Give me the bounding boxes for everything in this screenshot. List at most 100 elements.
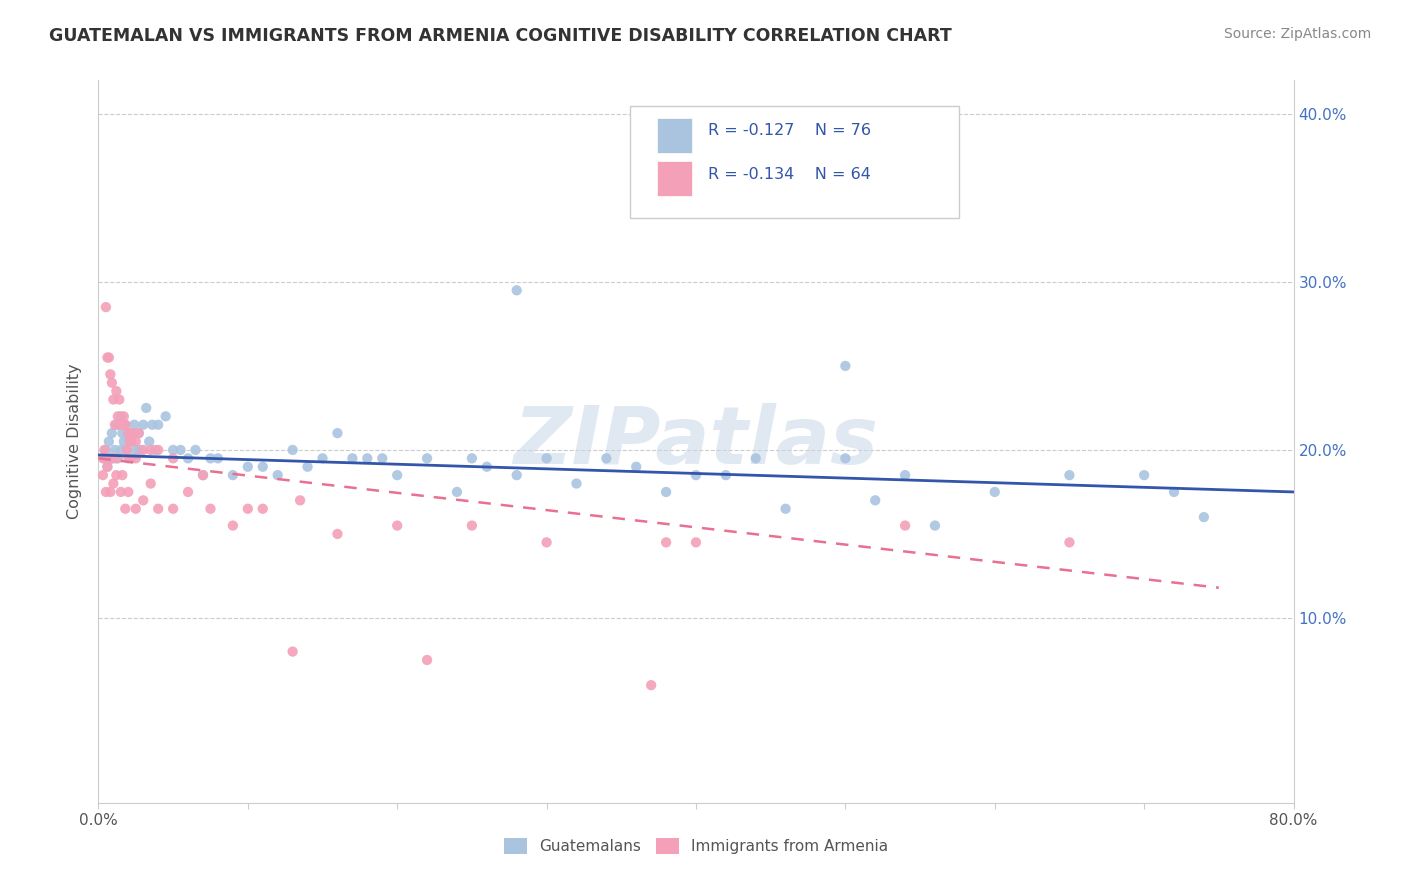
- Point: [536, 535, 558, 549]
- Point: [506, 283, 529, 297]
- Point: [191, 468, 214, 483]
- Point: [775, 501, 797, 516]
- Point: [93, 451, 115, 466]
- Point: [124, 417, 146, 432]
- Point: [326, 426, 349, 441]
- Point: [98, 451, 122, 466]
- Point: [461, 518, 484, 533]
- Point: [207, 451, 229, 466]
- Point: [132, 442, 155, 457]
- Point: [924, 518, 946, 533]
- Point: [162, 501, 184, 516]
- Point: [125, 501, 148, 516]
- Point: [342, 451, 364, 466]
- Point: [984, 485, 1007, 500]
- Point: [108, 392, 131, 407]
- Point: [281, 442, 304, 457]
- Point: [371, 451, 394, 466]
- Point: [114, 417, 136, 432]
- Point: [252, 501, 274, 516]
- Point: [162, 442, 184, 457]
- Point: [595, 451, 617, 466]
- Point: [104, 442, 127, 457]
- Point: [236, 459, 259, 474]
- Point: [117, 451, 139, 466]
- Point: [118, 434, 141, 449]
- Point: [177, 451, 200, 466]
- Point: [118, 434, 141, 449]
- Point: [96, 351, 118, 365]
- Point: [200, 451, 222, 466]
- Point: [101, 451, 124, 466]
- Point: [117, 485, 139, 500]
- FancyBboxPatch shape: [657, 118, 692, 153]
- Point: [1059, 468, 1081, 483]
- Point: [834, 451, 856, 466]
- Point: [685, 468, 707, 483]
- Point: [94, 442, 117, 457]
- Point: [475, 459, 498, 474]
- Point: [267, 468, 290, 483]
- Point: [148, 417, 170, 432]
- Point: [138, 434, 160, 449]
- Point: [191, 468, 214, 483]
- Text: GUATEMALAN VS IMMIGRANTS FROM ARMENIA COGNITIVE DISABILITY CORRELATION CHART: GUATEMALAN VS IMMIGRANTS FROM ARMENIA CO…: [49, 27, 952, 45]
- Point: [132, 417, 155, 432]
- Point: [385, 468, 409, 483]
- Point: [93, 442, 115, 457]
- Point: [141, 417, 163, 432]
- Point: [111, 417, 134, 432]
- Point: [135, 401, 157, 415]
- Point: [114, 417, 136, 432]
- Point: [626, 459, 648, 474]
- Point: [177, 485, 200, 500]
- Point: [655, 535, 678, 549]
- Point: [115, 442, 138, 457]
- Point: [640, 678, 662, 692]
- Point: [148, 501, 170, 516]
- Point: [107, 451, 129, 466]
- Point: [111, 426, 134, 441]
- Point: [105, 384, 128, 398]
- Point: [104, 417, 127, 432]
- Point: [385, 518, 409, 533]
- Point: [655, 485, 678, 500]
- FancyBboxPatch shape: [630, 105, 959, 218]
- Point: [894, 518, 917, 533]
- Point: [834, 359, 856, 373]
- Point: [103, 451, 125, 466]
- Point: [91, 451, 114, 466]
- Point: [101, 376, 124, 390]
- Point: [461, 451, 484, 466]
- Point: [125, 434, 148, 449]
- Point: [97, 351, 120, 365]
- Point: [143, 442, 166, 457]
- Point: [155, 409, 177, 424]
- Point: [236, 501, 259, 516]
- Point: [128, 426, 150, 441]
- FancyBboxPatch shape: [657, 161, 692, 196]
- Point: [120, 451, 142, 466]
- Point: [311, 451, 333, 466]
- Point: [110, 409, 132, 424]
- Point: [685, 535, 707, 549]
- Point: [94, 485, 117, 500]
- Point: [894, 468, 917, 483]
- Point: [184, 442, 207, 457]
- Point: [446, 485, 468, 500]
- Point: [1163, 485, 1185, 500]
- Point: [865, 493, 887, 508]
- Point: [148, 442, 170, 457]
- Point: [162, 451, 184, 466]
- Point: [536, 451, 558, 466]
- Text: R = -0.127    N = 76: R = -0.127 N = 76: [709, 123, 870, 138]
- Point: [98, 485, 122, 500]
- Point: [128, 426, 150, 441]
- Point: [103, 392, 125, 407]
- Point: [96, 459, 118, 474]
- Point: [108, 417, 131, 432]
- Point: [121, 426, 143, 441]
- Point: [112, 409, 135, 424]
- Text: Source: ZipAtlas.com: Source: ZipAtlas.com: [1223, 27, 1371, 41]
- Point: [125, 442, 148, 457]
